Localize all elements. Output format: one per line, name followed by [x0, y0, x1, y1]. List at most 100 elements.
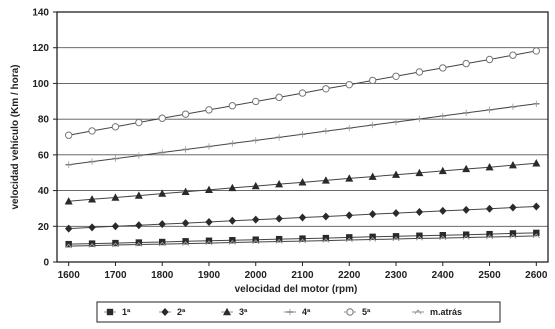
data-point	[485, 234, 494, 240]
data-point	[228, 102, 237, 110]
data-point	[392, 236, 400, 242]
legend-item: 4ª	[284, 307, 311, 317]
data-point	[369, 121, 376, 129]
data-point	[205, 106, 213, 114]
data-point-shape	[462, 231, 470, 238]
data-point-shape	[392, 72, 400, 80]
y-tick-label: 80	[38, 115, 50, 126]
data-point	[158, 189, 167, 197]
legend-marker-shape	[106, 308, 114, 316]
legend-label: 3ª	[239, 307, 248, 317]
data-point	[415, 168, 424, 177]
data-point	[346, 124, 353, 132]
data-point	[509, 233, 517, 239]
data-point-shape	[509, 203, 517, 212]
data-point	[462, 205, 470, 214]
data-point-shape	[345, 174, 354, 182]
data-point	[368, 210, 377, 219]
data-point-shape	[228, 239, 236, 245]
data-point	[182, 146, 189, 153]
data-point	[345, 174, 354, 182]
data-point	[462, 164, 471, 173]
data-point-shape	[135, 118, 143, 127]
data-point-shape	[134, 191, 143, 199]
data-point-shape	[509, 233, 517, 239]
data-point-shape	[322, 85, 330, 93]
data-point	[65, 243, 73, 249]
data-point-shape	[135, 241, 143, 247]
data-point-shape	[88, 223, 96, 232]
data-point	[392, 118, 400, 126]
data-point	[111, 222, 120, 231]
data-point	[298, 178, 307, 186]
data-point	[321, 176, 330, 184]
data-point	[485, 204, 494, 213]
data-point-shape	[508, 161, 517, 169]
data-point-shape	[88, 242, 96, 248]
data-point	[205, 240, 213, 246]
data-point	[205, 143, 213, 150]
data-point-shape	[65, 243, 73, 249]
data-point	[322, 85, 330, 93]
data-point-shape	[509, 51, 517, 59]
data-point	[532, 233, 540, 239]
data-point-shape	[485, 55, 494, 64]
data-point	[158, 114, 166, 122]
data-point	[252, 137, 259, 144]
data-point-shape	[158, 114, 166, 122]
series-2	[64, 202, 541, 233]
data-point	[181, 110, 190, 118]
data-point-shape	[251, 181, 260, 190]
data-point-shape	[532, 233, 540, 239]
data-point-shape	[392, 170, 401, 178]
data-point	[345, 80, 353, 89]
data-point	[509, 51, 517, 59]
data-point	[252, 97, 260, 106]
data-point	[485, 162, 494, 171]
data-point	[322, 127, 330, 135]
data-point-shape	[298, 213, 307, 222]
data-point	[64, 224, 73, 233]
data-point	[228, 216, 237, 225]
data-point-shape	[228, 216, 237, 225]
data-point-shape	[298, 89, 307, 97]
data-point-shape	[415, 168, 424, 177]
data-point-shape	[204, 185, 213, 194]
data-point	[345, 237, 353, 243]
data-point	[135, 221, 143, 230]
data-point	[88, 223, 96, 232]
data-point	[462, 234, 470, 240]
data-point-shape	[368, 210, 377, 219]
data-point	[88, 158, 96, 165]
data-point	[88, 127, 96, 135]
data-point	[204, 185, 213, 194]
data-point-shape	[181, 219, 190, 228]
x-axis-ticks: 1600 1700 1800 1900 2000 2100 2200 2300 2400 2500…	[58, 262, 548, 281]
x-tick-label: 2300	[385, 270, 408, 281]
data-point	[415, 235, 423, 241]
data-point-shape	[462, 164, 471, 173]
legend-marker	[414, 309, 422, 315]
data-point-shape	[64, 224, 73, 233]
data-point	[439, 235, 447, 241]
data-point-shape	[439, 64, 447, 72]
x-tick-label: 1700	[104, 270, 127, 281]
data-point-shape	[64, 131, 73, 139]
data-point-shape	[438, 166, 447, 175]
data-point	[508, 161, 517, 169]
legend-item: 3ª	[221, 307, 248, 317]
data-point	[533, 229, 540, 237]
legend-item: 5ª	[344, 307, 371, 317]
data-point-shape	[111, 193, 120, 201]
data-point	[509, 103, 517, 111]
data-point	[416, 115, 423, 123]
data-point-shape	[64, 197, 73, 205]
data-point	[134, 191, 143, 199]
legend-marker-shape	[223, 307, 231, 316]
legend-marker	[346, 308, 354, 316]
legend-label: 2ª	[177, 307, 186, 317]
data-point-shape	[345, 211, 353, 220]
data-point-shape	[228, 102, 237, 110]
